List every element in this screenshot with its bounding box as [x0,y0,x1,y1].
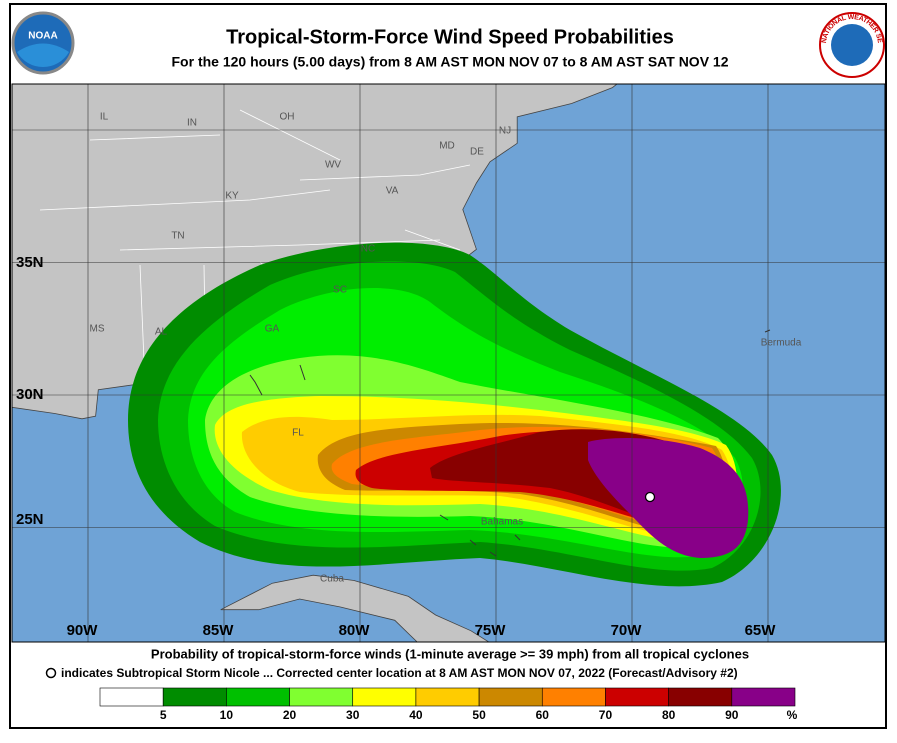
footer-line: Probability of tropical-storm-force wind… [151,646,749,661]
lat-label: 35N [16,254,44,271]
title: Tropical-Storm-Force Wind Speed Probabil… [226,26,674,48]
subtitle: For the 120 hours (5.00 days) from 8 AM … [172,54,729,70]
graticule [12,84,885,642]
legend-swatch [289,687,354,707]
legend-label: 70 [599,708,613,722]
state-label: IN [187,118,197,129]
legend-label: 10 [220,708,234,722]
lon-label: 80W [339,622,371,639]
lon-label: 65W [745,622,777,639]
state-label: NC [361,244,375,255]
map: IL IN OH NJ MD DE WV VA KY TN NC SC GA MS AL FL Bermuda B… [12,84,885,642]
legend-unit: % [787,708,798,722]
state-label: IL [100,112,109,123]
legend-label: 90 [725,708,739,722]
lon-label: 75W [475,622,507,639]
storm-center [644,491,656,503]
lon-label: 90W [67,622,99,639]
state-label: MD [439,141,455,152]
legend-label: 40 [409,708,423,722]
state-label: MS [90,324,105,335]
legend-label: 80 [662,708,676,722]
state-label: KY [225,191,239,202]
state-label: AL [155,327,168,338]
map-labels: IL IN OH NJ MD DE WV VA KY TN NC SC GA MS AL FL Bermuda B… [16,112,802,639]
legend-swatch [352,687,417,707]
logo-text: NOAA [28,31,57,42]
lon-label: 70W [611,622,643,639]
legend-swatch [478,687,543,707]
land [220,574,490,642]
place-label: Bahamas [481,517,523,528]
legend-label: 5 [160,708,167,722]
islands [249,329,771,557]
legend-swatch [541,687,606,707]
legend-swatch [668,687,733,707]
state-label: NJ [499,126,511,137]
state-label: TN [171,231,184,242]
footer-line: indicates Subtropical Storm Nicole ... C… [61,666,738,680]
legend: 5 10 20 30 40 50 60 70 80 90% [99,687,798,722]
legend-swatch [226,687,290,707]
legend-label: 50 [472,708,486,722]
storm-symbol [45,667,57,679]
map-border [11,83,886,643]
state-label: FL [292,428,304,439]
legend-swatch [415,687,480,707]
probability-contours [128,242,781,587]
legend-swatch [605,687,669,707]
state-label: OH [280,112,295,123]
state-label: GA [265,324,280,335]
state-label: DE [470,147,484,158]
legend-label: 60 [536,708,550,722]
place-label: Cuba [320,574,344,585]
noaa-logo: NOAA [11,11,75,75]
place-label: Bermuda [761,338,802,349]
legend-swatch [99,687,164,707]
legend-label: 30 [346,708,360,722]
state-label: VA [386,186,399,197]
contour [588,438,749,558]
state-label: WV [325,160,341,171]
lon-label: 85W [203,622,235,639]
legend-label: 20 [283,708,297,722]
legend-swatch [162,687,227,707]
legend-swatch [731,687,796,707]
lat-label: 30N [16,386,44,403]
state-label: SC [333,285,347,296]
lat-label: 25N [16,511,44,528]
